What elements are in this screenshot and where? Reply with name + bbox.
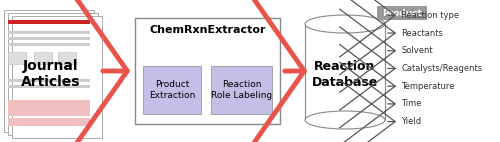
Bar xyxy=(305,24,385,120)
Bar xyxy=(8,13,98,135)
Bar xyxy=(34,52,52,64)
Text: Reaction type: Reaction type xyxy=(401,11,459,20)
Text: ChemRxnExtractor: ChemRxnExtractor xyxy=(149,25,266,35)
Text: Product: Product xyxy=(382,9,422,17)
Text: Reaction
Database: Reaction Database xyxy=(312,59,378,88)
Ellipse shape xyxy=(305,15,385,33)
Text: Temperature: Temperature xyxy=(401,82,454,91)
Text: Solvent: Solvent xyxy=(401,46,432,55)
Bar xyxy=(211,66,272,114)
Bar xyxy=(143,66,201,114)
Bar xyxy=(8,31,90,34)
Bar xyxy=(8,43,90,46)
Bar xyxy=(8,118,90,126)
Text: Reaction
Role Labeling: Reaction Role Labeling xyxy=(211,80,272,100)
Ellipse shape xyxy=(305,111,385,129)
Text: Catalysts/Reagents: Catalysts/Reagents xyxy=(401,64,482,73)
Bar xyxy=(135,18,280,124)
Bar xyxy=(8,79,90,82)
Bar xyxy=(8,37,90,40)
Text: Journal
Articles: Journal Articles xyxy=(21,59,81,89)
Bar xyxy=(8,85,90,88)
Bar xyxy=(8,20,90,24)
Bar xyxy=(8,52,26,64)
Bar xyxy=(8,100,90,116)
Text: Product
Extraction: Product Extraction xyxy=(149,80,195,100)
Bar xyxy=(58,52,76,64)
Text: Reactants: Reactants xyxy=(401,29,443,37)
Bar xyxy=(4,10,94,132)
Bar xyxy=(377,6,427,20)
Bar xyxy=(12,16,102,138)
Text: Yield: Yield xyxy=(401,117,421,126)
Text: Time: Time xyxy=(401,99,421,108)
